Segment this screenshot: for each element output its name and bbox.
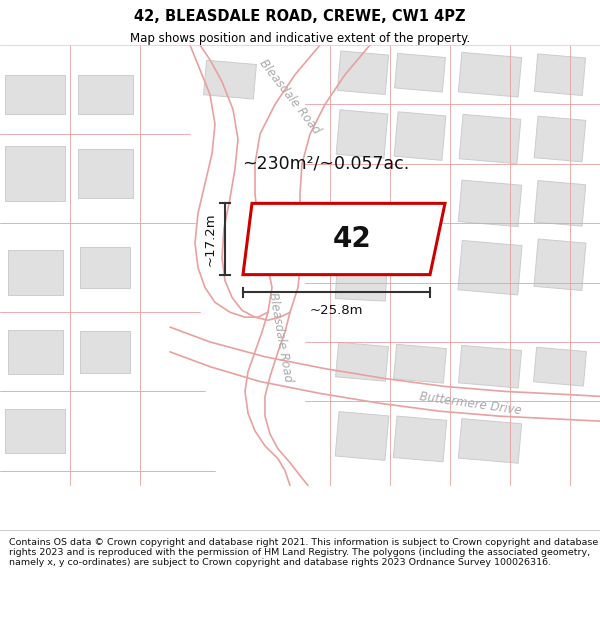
Bar <box>5 75 65 114</box>
Text: ~230m²/~0.057ac.: ~230m²/~0.057ac. <box>242 155 409 172</box>
Text: Contains OS data © Crown copyright and database right 2021. This information is : Contains OS data © Crown copyright and d… <box>9 538 598 568</box>
Bar <box>335 234 389 301</box>
Bar <box>7 329 62 374</box>
Bar <box>459 114 521 164</box>
Text: Map shows position and indicative extent of the property.: Map shows position and indicative extent… <box>130 32 470 46</box>
Bar <box>394 344 446 383</box>
Bar <box>77 75 133 114</box>
Bar <box>5 409 65 453</box>
Bar <box>534 116 586 162</box>
Bar <box>394 112 446 161</box>
Text: ~17.2m: ~17.2m <box>204 212 217 266</box>
Text: Bleasdale Road: Bleasdale Road <box>257 57 323 136</box>
Bar <box>458 52 521 97</box>
Bar <box>458 419 521 463</box>
Bar <box>393 416 447 462</box>
Bar <box>336 110 388 158</box>
Bar <box>335 342 388 381</box>
Text: ~25.8m: ~25.8m <box>310 304 363 318</box>
Bar <box>337 51 389 94</box>
Bar <box>80 247 130 289</box>
Bar <box>458 346 521 388</box>
Bar <box>5 146 65 201</box>
Bar <box>7 251 62 295</box>
Bar <box>335 412 389 460</box>
Bar <box>533 348 586 386</box>
Text: Bleasdale Road: Bleasdale Road <box>266 291 295 383</box>
Bar <box>534 239 586 291</box>
Text: 42, BLEASDALE ROAD, CREWE, CW1 4PZ: 42, BLEASDALE ROAD, CREWE, CW1 4PZ <box>134 9 466 24</box>
Bar <box>80 331 130 372</box>
Bar <box>534 181 586 226</box>
Bar <box>77 149 133 198</box>
Bar <box>458 241 522 295</box>
Bar <box>458 180 522 227</box>
Polygon shape <box>243 203 445 274</box>
Text: Buttermere Drive: Buttermere Drive <box>418 390 522 417</box>
Bar <box>203 60 256 99</box>
Bar <box>535 54 586 96</box>
Text: 42: 42 <box>333 225 372 253</box>
Bar <box>395 53 445 92</box>
